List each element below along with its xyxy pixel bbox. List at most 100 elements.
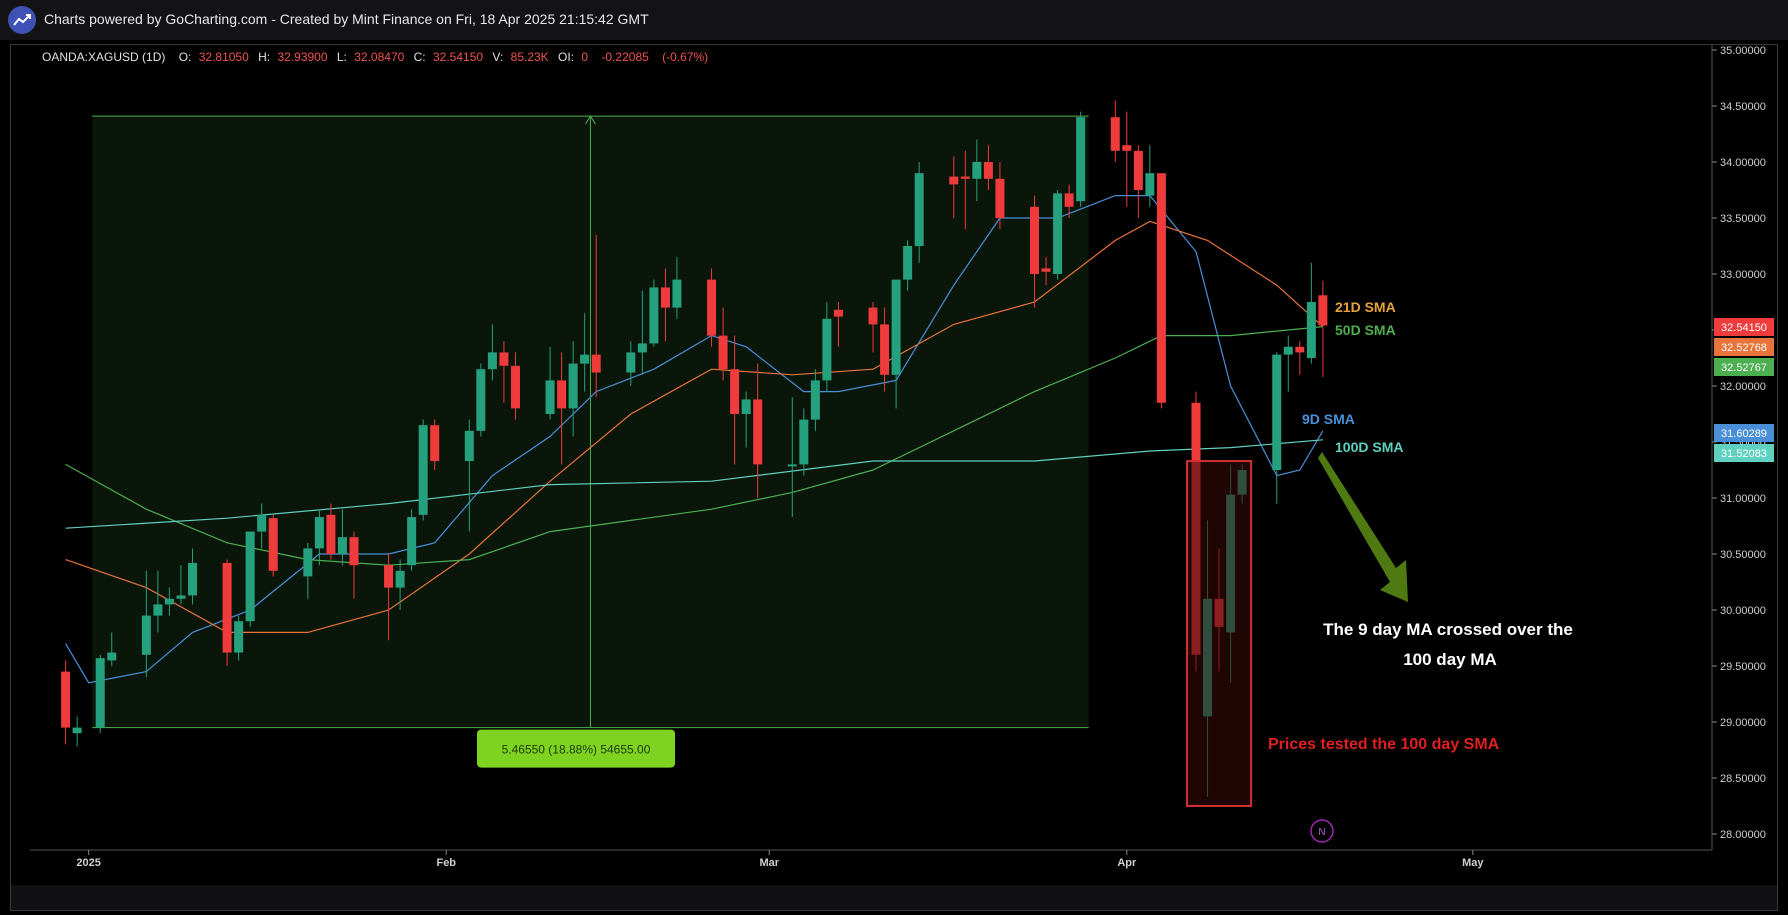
candle-body [61,671,71,728]
y-tick-label: 29.50000 [1720,661,1766,673]
test-box [1186,460,1253,807]
candle-body [314,517,324,549]
candle-body [1156,173,1166,403]
candle-body [799,419,809,465]
candle-body [499,352,509,366]
sma-label-50d-sma: 50D SMA [1335,322,1396,338]
candle-body [464,430,474,462]
legend-high: 32.93900 [277,50,327,64]
candle-body [880,324,890,375]
price-tag-label: 31.60289 [1721,428,1767,440]
candle-body [395,570,405,588]
candle-body [983,162,993,179]
y-tick-label: 30.50000 [1720,549,1766,561]
candle-body [384,565,394,588]
candle-body [1272,354,1282,470]
measure-range-label: 5.46550 (18.88%) 54655.00 [502,743,651,757]
candle-body [626,352,636,373]
measure-range-arrowhead [585,115,596,125]
candle-body [510,365,520,409]
candle-body [1076,117,1086,202]
candle-body [476,369,486,431]
candle-body [649,287,659,344]
candle-body [914,173,924,246]
candle-body [960,176,970,179]
top-bar: Charts powered by GoCharting.com - Creat… [0,0,1788,40]
measure-range[interactable]: 5.46550 (18.88%) 54655.00 [92,115,1089,768]
legend-change: -0.22085 [601,50,649,64]
candle-body [141,615,151,655]
sma-line-50d-sma [65,326,1323,566]
candle-body [1041,268,1051,272]
candle-body [1122,145,1132,151]
candle-body [349,537,359,566]
candle-body [995,178,1005,218]
gocharting-logo-icon [8,6,36,34]
annotations: The 9 day MA crossed over the 100 day MA P… [1186,299,1573,843]
price-tag-box [1714,318,1774,336]
price-tag-label: 31.52083 [1721,448,1767,460]
candle-body [1295,346,1305,353]
legend-v-label: V: [492,50,503,64]
candle-body [95,658,105,728]
y-tick-label: 33.00000 [1720,269,1766,281]
legend-oi: 0 [581,50,588,64]
legend-l-label: L: [337,50,347,64]
candle-body [949,176,959,185]
candle-body [1110,117,1120,151]
candle-body [1133,150,1143,190]
candle-body [787,464,797,467]
legend-change-pct: (-0.67%) [662,50,708,64]
cross-annotation-line1: The 9 day MA crossed over the [1323,620,1573,639]
candle-body [1283,346,1293,355]
candle-body [580,354,590,364]
candle-body [487,352,497,370]
chart-frame [10,44,1778,911]
candle-body [637,343,647,353]
price-tag-box [1714,338,1774,356]
x-tick-label: Apr [1117,857,1137,869]
news-marker-icon [1310,819,1334,843]
y-tick-label: 34.00000 [1720,157,1766,169]
candle-body [268,518,278,571]
price-tag-label: 32.52768 [1721,342,1767,354]
candle-body [903,246,913,280]
candle-body [1053,193,1063,274]
legend-volume: 85.23K [511,50,549,64]
candle-body [257,514,267,532]
candle-body [1064,193,1074,207]
price-tags: 32.54150 32.52768 32.52767 31.60289 31.52083 [1714,318,1774,462]
candle-body [245,531,255,622]
candle-body [707,279,717,336]
cross-annotation-line2: 100 day MA [1403,650,1497,669]
test-annotation: Prices tested the 100 day SMA [1268,736,1500,753]
bottom-scrollbar[interactable] [11,885,1777,910]
measure-range-label-box [477,729,675,768]
candle-body [568,363,578,409]
candle-body [326,514,336,554]
price-tag-box [1714,444,1774,462]
candle-body [591,354,601,373]
candle-body [833,309,843,317]
candle-body [72,727,82,734]
sma-label-21d-sma: 21D SMA [1335,299,1396,315]
y-tick-label: 32.00000 [1720,381,1766,393]
y-tick-label: 28.00000 [1720,829,1766,841]
legend-row: OANDA:XAGUSD (1D) O: 32.81050 H: 32.9390… [42,50,708,64]
candle-body [303,548,313,577]
candle-body [430,425,440,462]
candle-body [822,318,832,381]
candle-body [1306,302,1316,358]
candle-body [891,279,901,375]
candle-body [741,399,751,414]
candle-body [660,287,670,308]
legend-close: 32.54150 [433,50,483,64]
candle-body [164,598,174,605]
legend-low: 32.08470 [354,50,404,64]
sma-label-100d-sma: 100D SMA [1335,439,1403,455]
x-tick-label: Feb [436,857,456,869]
candle-body [222,562,232,653]
candle-body [810,380,820,420]
price-tag-label: 32.52767 [1721,362,1767,374]
